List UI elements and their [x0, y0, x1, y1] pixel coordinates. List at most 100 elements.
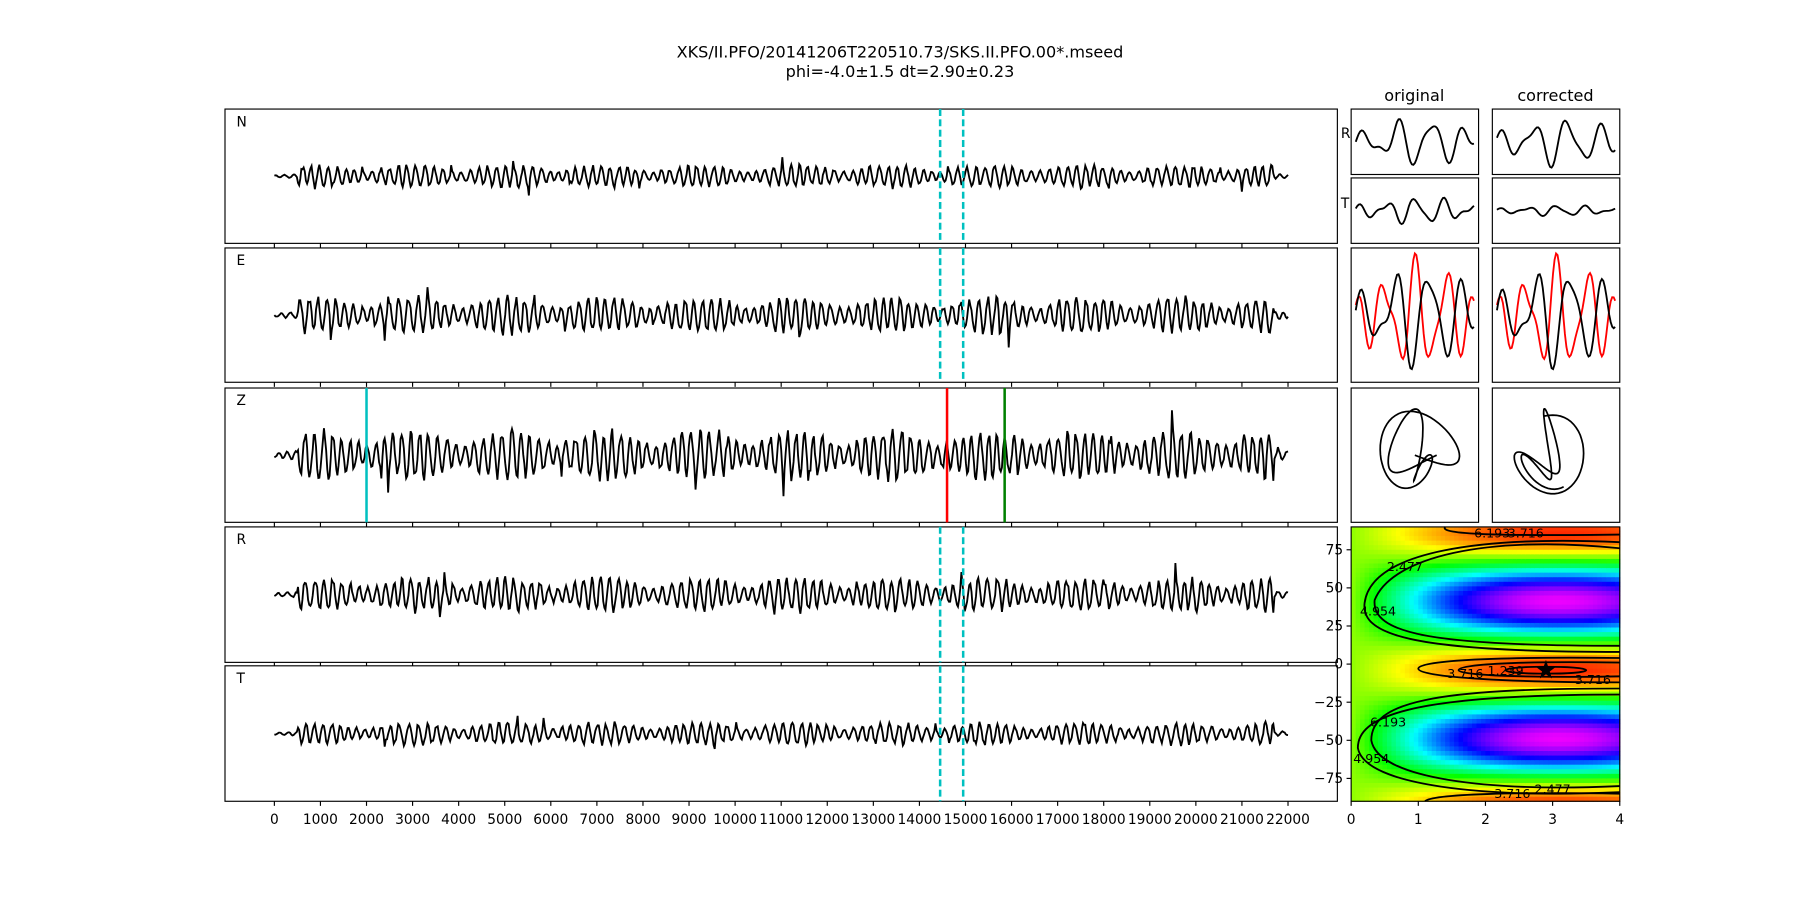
heatmap-cell [1427, 622, 1433, 629]
heatmap-cell [1552, 568, 1558, 574]
radial-trace [1496, 119, 1616, 169]
heatmap-cell [1449, 554, 1455, 560]
heatmap-cell [1543, 782, 1549, 789]
heatmap-cell [1431, 590, 1437, 597]
heatmap-cell [1395, 686, 1401, 693]
heatmap-cell [1530, 563, 1536, 569]
heatmap-cell [1566, 586, 1572, 592]
heatmap-cell [1355, 737, 1361, 743]
heatmap-cell [1395, 595, 1401, 601]
heatmap-cell [1503, 746, 1509, 752]
heatmap-cell [1458, 618, 1464, 624]
heatmap-cell [1351, 618, 1357, 624]
heatmap-cell [1512, 696, 1518, 702]
heatmap-cell [1409, 622, 1415, 629]
heatmap-cell [1355, 654, 1361, 661]
heatmap-cell [1534, 769, 1540, 775]
heatmap-cell [1382, 728, 1388, 734]
heatmap-cell [1530, 568, 1536, 574]
heatmap-cell [1597, 792, 1603, 798]
waveform-E [273, 287, 1289, 348]
heatmap-cell [1382, 526, 1388, 533]
heatmap-cell [1369, 755, 1375, 761]
heatmap-cell [1539, 773, 1545, 779]
heatmap-cell [1575, 568, 1581, 574]
heatmap-cell [1566, 618, 1572, 624]
heatmap-cell [1422, 778, 1428, 784]
heatmap-cell [1355, 572, 1361, 578]
heatmap-cell [1516, 581, 1522, 587]
heatmap-cell [1579, 796, 1585, 802]
heatmap-cell [1480, 714, 1487, 720]
heatmap-cell [1530, 700, 1536, 706]
heatmap-cell [1566, 750, 1572, 757]
heatmap-cell [1404, 595, 1410, 601]
heatmap-cell [1360, 668, 1366, 674]
heatmap-cell [1588, 540, 1594, 546]
heatmap-cell [1601, 782, 1607, 789]
heatmap-cell [1360, 787, 1366, 793]
heatmap-cell [1485, 526, 1491, 533]
heatmap-cell [1351, 682, 1357, 688]
heatmap-cell [1521, 632, 1527, 638]
heatmap-cell [1472, 782, 1478, 789]
heatmap-cell [1378, 526, 1384, 533]
heatmap-cell [1454, 536, 1460, 542]
heatmap-cell [1579, 632, 1585, 638]
heatmap-cell [1601, 700, 1607, 706]
heatmap-cell [1498, 764, 1504, 770]
heatmap-cell [1610, 709, 1616, 715]
heatmap-cell [1413, 750, 1419, 757]
heatmap-cell [1494, 723, 1500, 729]
heatmap-cell [1404, 586, 1410, 592]
heatmap-cell [1454, 632, 1460, 638]
heatmap-cell [1512, 604, 1518, 610]
heatmap-cell [1422, 737, 1428, 743]
heatmap-cell [1454, 654, 1460, 661]
heatmap-cell [1395, 645, 1401, 651]
heatmap-cell [1351, 572, 1357, 578]
heatmap-cell [1588, 563, 1594, 569]
heatmap-cell [1409, 664, 1415, 670]
heatmap-cell [1458, 750, 1464, 757]
heatmap-cell [1373, 705, 1379, 711]
heatmap-cell [1498, 682, 1504, 688]
heatmap-cell [1409, 691, 1415, 697]
heatmap-cell [1615, 723, 1621, 729]
heatmap-cell [1512, 691, 1518, 697]
heatmap-cell [1400, 654, 1406, 661]
heatmap-cell [1606, 728, 1612, 734]
heatmap-cell [1463, 668, 1469, 674]
heatmap-cell [1579, 764, 1585, 770]
heatmap-cell [1521, 526, 1527, 533]
heatmap-cell [1597, 586, 1603, 592]
heatmap-cell [1395, 723, 1401, 729]
heatmap-cell [1575, 590, 1581, 597]
heatmap-cell [1570, 755, 1576, 761]
heatmap-cell [1521, 636, 1527, 642]
heatmap-cell [1503, 737, 1509, 743]
heatmap-cell [1525, 618, 1531, 624]
heatmap-cell [1422, 645, 1428, 651]
heatmap-cell [1449, 645, 1455, 651]
heatmap-cell [1382, 664, 1388, 670]
heatmap-cell [1463, 755, 1469, 761]
heatmap-cell [1592, 769, 1598, 775]
heatmap-cell [1418, 778, 1424, 784]
heatmap-cell [1382, 659, 1388, 665]
heatmap-cell [1445, 686, 1451, 693]
heatmap-cell [1360, 632, 1366, 638]
heatmap-cell [1369, 526, 1375, 533]
heatmap-cell [1369, 782, 1375, 789]
heatmap-cell [1579, 723, 1585, 729]
heatmap-cell [1413, 526, 1419, 533]
heatmap-cell [1583, 622, 1590, 629]
heatmap-cell [1539, 636, 1545, 642]
heatmap-cell [1400, 558, 1406, 565]
heatmap-cell [1467, 718, 1473, 725]
heatmap-cell [1409, 645, 1415, 651]
heatmap-cell [1386, 659, 1393, 665]
heatmap-cell [1561, 787, 1567, 793]
heatmap-cell [1418, 659, 1424, 665]
heatmap-cell [1436, 723, 1442, 729]
